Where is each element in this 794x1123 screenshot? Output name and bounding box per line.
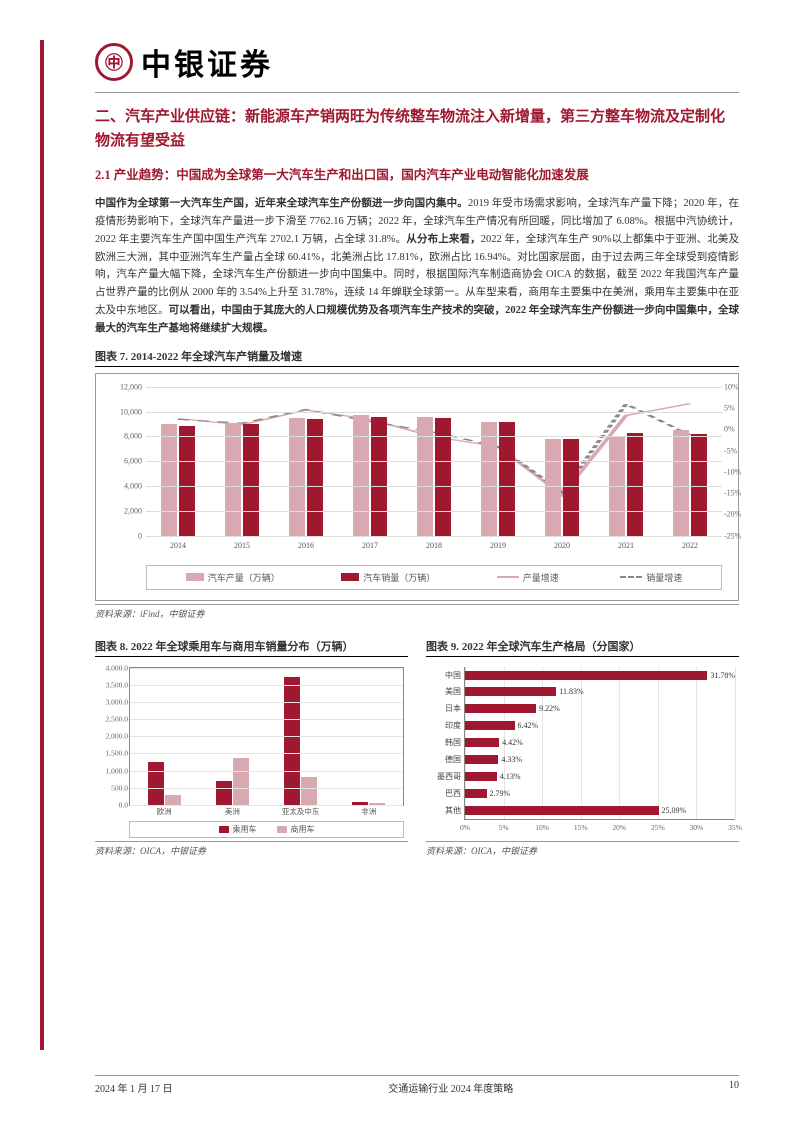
legend-item: 汽车销量（万辆） bbox=[341, 571, 435, 584]
body-paragraph-1: 中国作为全球第一大汽车生产国，近年来全球汽车生产份额进一步向国内集中。2019 … bbox=[95, 195, 739, 338]
subsection-title: 2.1 产业趋势：中国成为全球第一大汽车生产和出口国，国内汽车产业电动智能化加速… bbox=[95, 165, 739, 185]
chart7-source: 资料来源：iFind，中银证券 bbox=[95, 604, 739, 620]
legend-item: 商用车 bbox=[277, 824, 315, 835]
logo-icon: ㊥ bbox=[95, 43, 133, 81]
legend-label: 商用车 bbox=[291, 824, 315, 835]
chart9-plot: 0%5%10%15%20%25%30%35%中国31.78%美国11.83%日本… bbox=[464, 667, 735, 820]
text-2: 2022 年，全球汽车生产 90%以上都集中于亚洲、北美及欧洲三大洲，其中亚洲汽… bbox=[95, 234, 739, 316]
chart7-box: 201420152016201720182019202020212022 02,… bbox=[95, 373, 739, 601]
legend-label: 汽车销量（万辆） bbox=[363, 571, 435, 584]
chart8-col: 图表 8. 2022 年全球乘用车与商用车销量分布（万辆） 欧洲美洲亚太及中东非… bbox=[95, 628, 408, 857]
chart9-source: 资料来源：OICA，中银证券 bbox=[426, 841, 739, 857]
chart8-plot: 欧洲美洲亚太及中东非洲 0.0500.01,000.01,500.02,000.… bbox=[129, 667, 404, 806]
two-column-charts: 图表 8. 2022 年全球乘用车与商用车销量分布（万辆） 欧洲美洲亚太及中东非… bbox=[95, 628, 739, 857]
header: ㊥ 中银证券 bbox=[95, 40, 739, 84]
legend-label: 乘用车 bbox=[233, 824, 257, 835]
legend-swatch bbox=[620, 576, 642, 578]
footer-page: 10 bbox=[729, 1080, 739, 1095]
footer-date: 2024 年 1 月 17 日 bbox=[95, 1080, 173, 1095]
footer: 2024 年 1 月 17 日 交通运输行业 2024 年度策略 10 bbox=[95, 1075, 739, 1095]
footer-doc: 交通运输行业 2024 年度策略 bbox=[388, 1080, 513, 1095]
company-name: 中银证券 bbox=[141, 40, 273, 84]
header-divider bbox=[95, 92, 739, 93]
legend-item: 汽车产量（万辆） bbox=[186, 571, 280, 584]
bold-2: 从分布上来看， bbox=[406, 234, 480, 245]
chart8: 欧洲美洲亚太及中东非洲 0.0500.01,000.01,500.02,000.… bbox=[95, 663, 408, 838]
legend-swatch bbox=[497, 576, 519, 578]
legend-item: 产量增速 bbox=[497, 571, 559, 584]
legend-item: 销量增速 bbox=[620, 571, 682, 584]
chart9-underline bbox=[426, 656, 739, 657]
side-stripe bbox=[40, 40, 44, 1050]
chart8-legend: 乘用车 商用车 bbox=[129, 821, 404, 838]
chart7-underline bbox=[95, 366, 739, 367]
chart7-plot: 201420152016201720182019202020212022 02,… bbox=[146, 387, 722, 537]
chart7-title: 图表 7. 2014-2022 年全球汽车产销量及增速 bbox=[95, 348, 739, 364]
section-title: 二、汽车产业供应链：新能源车产销两旺为传统整车物流注入新增量，第三方整车物流及定… bbox=[95, 105, 739, 153]
legend-label: 汽车产量（万辆） bbox=[208, 571, 280, 584]
chart7-legend: 汽车产量（万辆） 汽车销量（万辆） 产量增速 销量增速 bbox=[146, 565, 722, 590]
legend-label: 销量增速 bbox=[646, 571, 682, 584]
bold-3: 可以看出，中国由于其庞大的人口规模优势及各项汽车生产技术的突破，2022 年全球… bbox=[95, 305, 739, 334]
legend-swatch bbox=[186, 573, 204, 581]
chart7: 201420152016201720182019202020212022 02,… bbox=[104, 382, 730, 592]
chart8-title: 图表 8. 2022 年全球乘用车与商用车销量分布（万辆） bbox=[95, 638, 408, 654]
chart9-title: 图表 9. 2022 年全球汽车生产格局（分国家） bbox=[426, 638, 739, 654]
legend-swatch bbox=[277, 826, 287, 833]
chart9: 0%5%10%15%20%25%30%35%中国31.78%美国11.83%日本… bbox=[426, 663, 739, 838]
chart8-source: 资料来源：OICA，中银证券 bbox=[95, 841, 408, 857]
legend-item: 乘用车 bbox=[219, 824, 257, 835]
logo-inner: ㊥ bbox=[105, 49, 123, 75]
bold-1: 中国作为全球第一大汽车生产国，近年来全球汽车生产份额进一步向国内集中。 bbox=[95, 198, 468, 209]
chart9-col: 图表 9. 2022 年全球汽车生产格局（分国家） 0%5%10%15%20%2… bbox=[426, 628, 739, 857]
chart8-underline bbox=[95, 656, 408, 657]
legend-swatch bbox=[219, 826, 229, 833]
legend-label: 产量增速 bbox=[523, 571, 559, 584]
legend-swatch bbox=[341, 573, 359, 581]
